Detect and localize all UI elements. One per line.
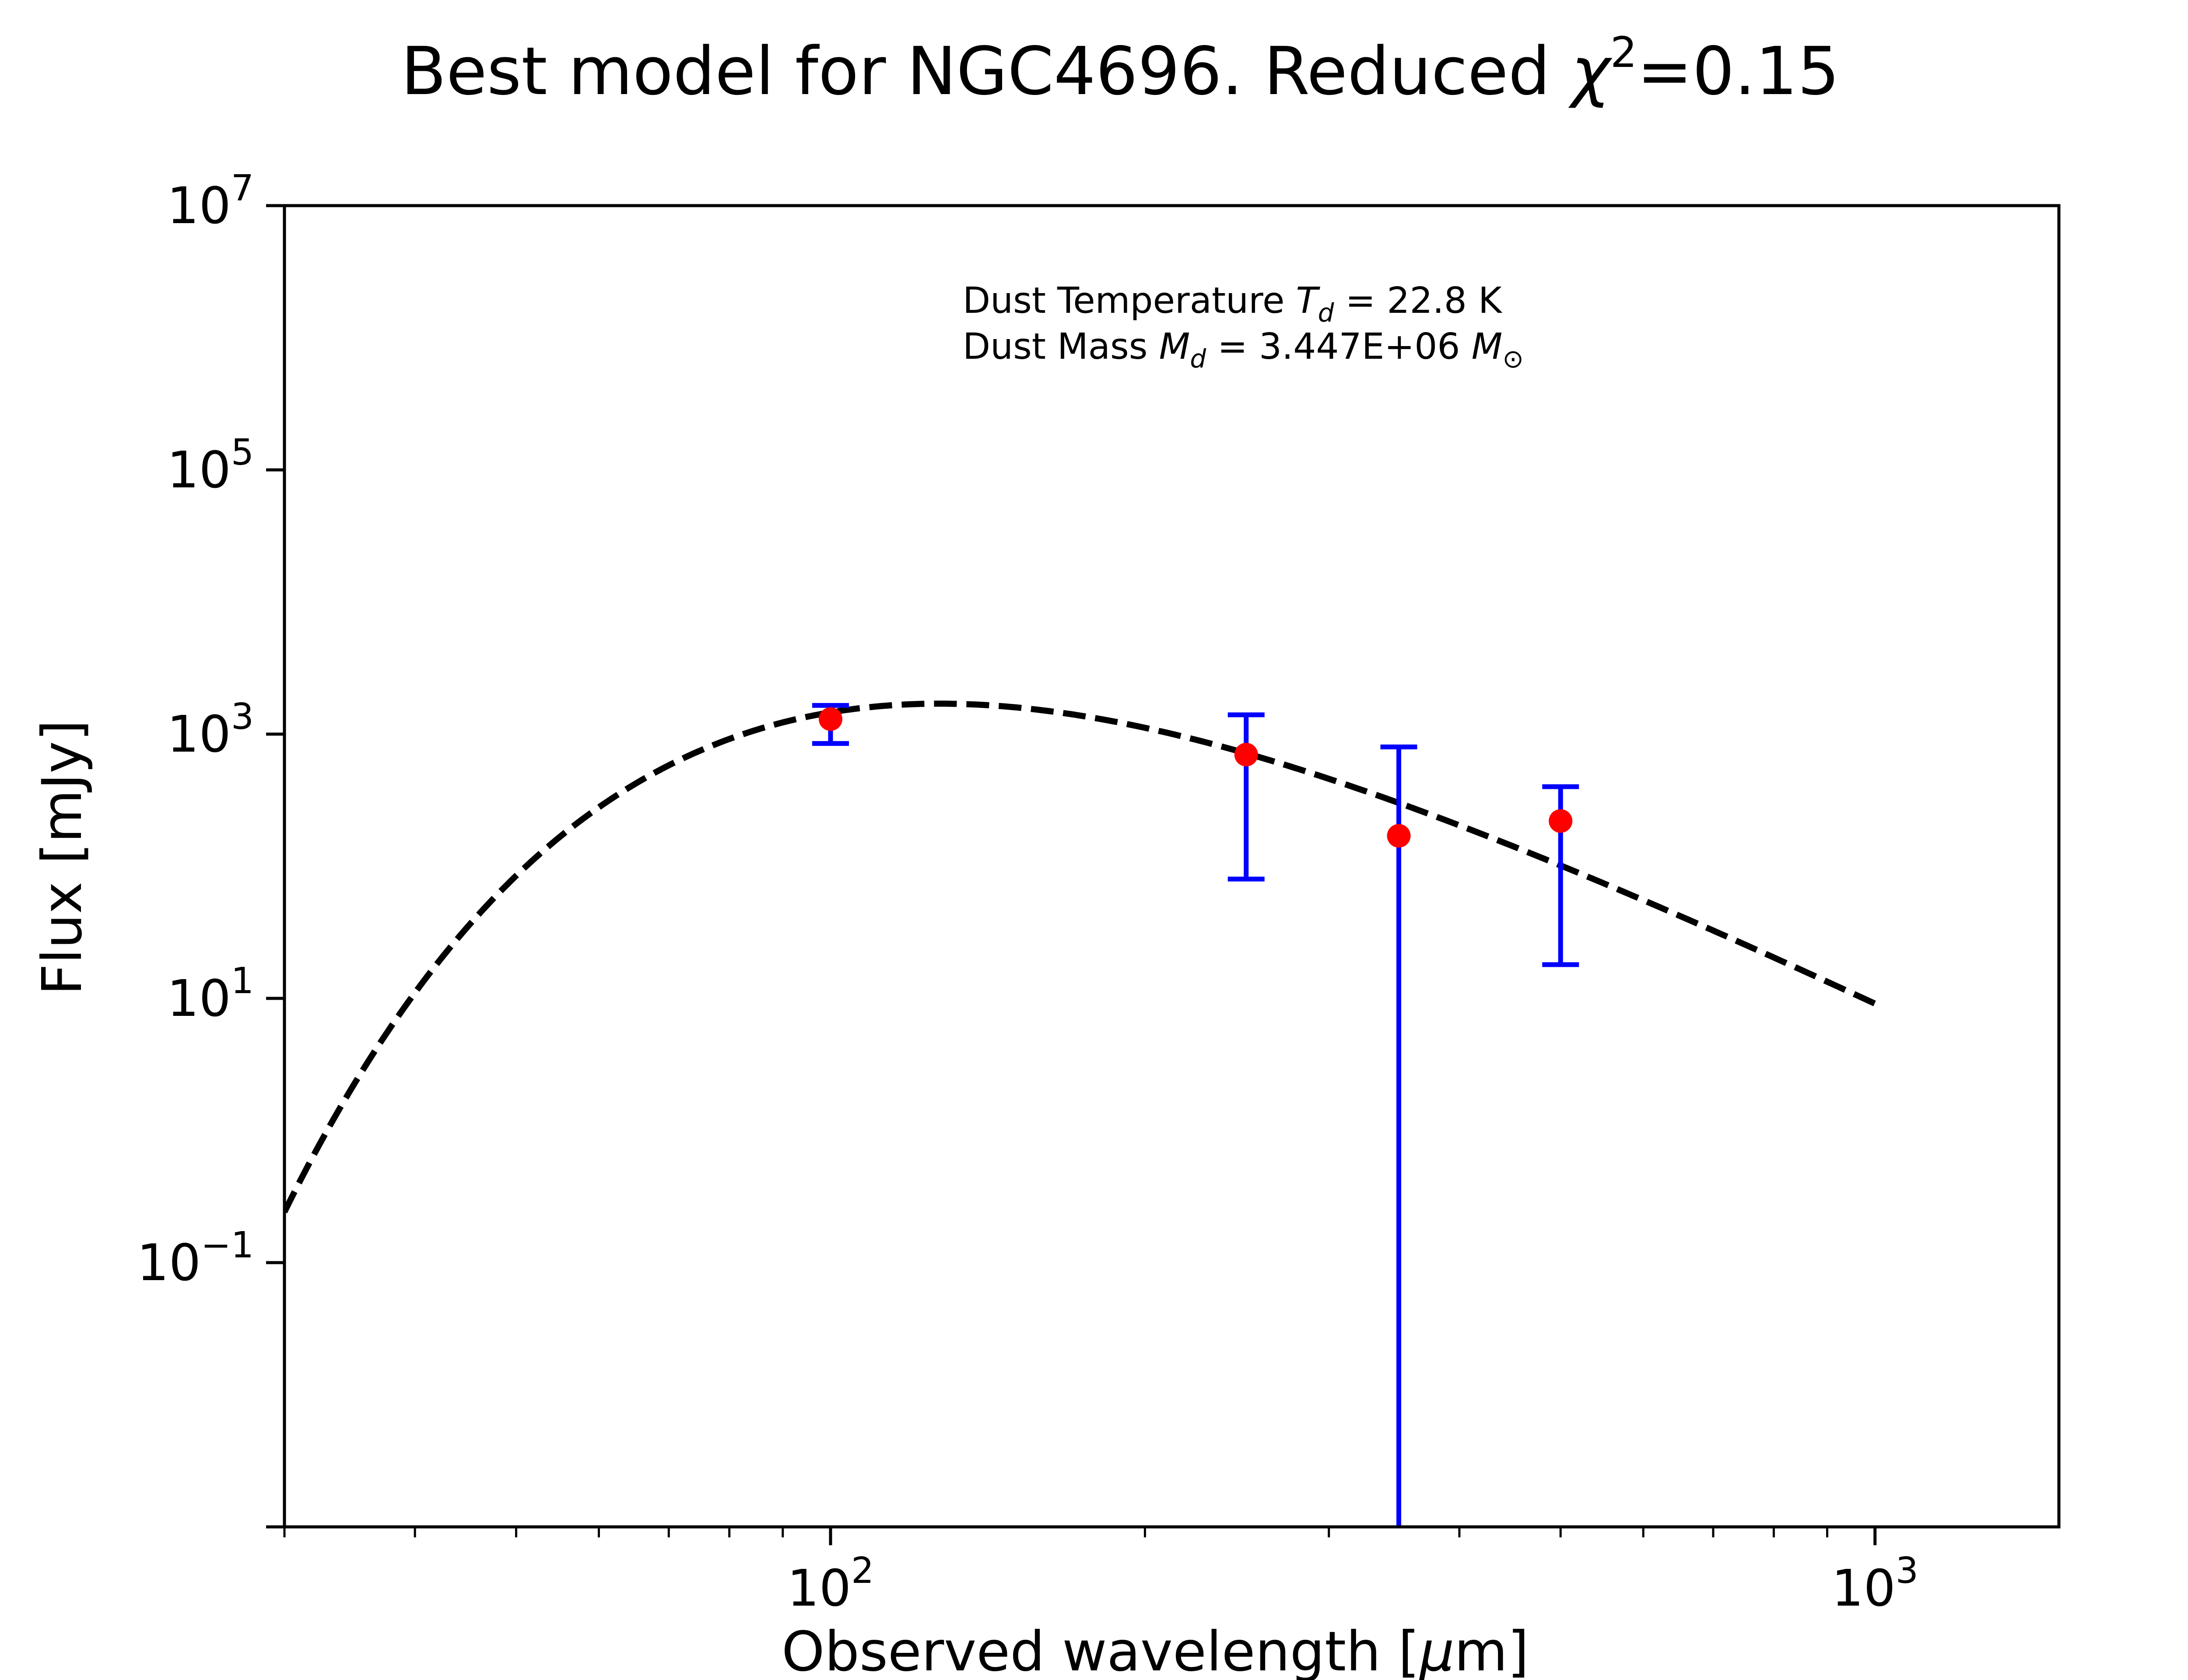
y-tick-label: 101 (167, 960, 254, 1028)
data-point-4 (1542, 784, 1579, 967)
x-tick-label: 102 (787, 1550, 874, 1618)
data-marker (1549, 809, 1573, 833)
data-point-3 (1380, 744, 1417, 1527)
data-marker (1234, 742, 1258, 766)
y-tick-label: 103 (167, 696, 254, 764)
y-tick-label: 105 (167, 432, 254, 500)
chart-title: Best model for NGC4696. Reduced χ2=0.15 (401, 28, 1839, 110)
data-point-2 (1227, 712, 1265, 882)
title-prefix: Best model for NGC4696. Reduced (401, 33, 1571, 110)
title-chi-exp: 2 (1610, 28, 1637, 77)
plot-area (284, 700, 1876, 1527)
y-axis-label: Flux [mJy] (31, 720, 94, 995)
x-tick-label: 103 (1831, 1550, 1918, 1618)
data-marker (818, 707, 842, 731)
data-point-1 (812, 703, 849, 746)
annotation-dust-temperature: Dust Temperature Td = 22.8 K (963, 280, 1503, 328)
y-tick-label: 107 (167, 168, 254, 235)
x-axis-ticks: 102 103 (283, 1527, 1918, 1618)
title-chi: χ (1568, 33, 1613, 110)
plot-frame (283, 204, 2061, 1529)
x-axis-label: Observed wavelength [μm] (782, 1620, 1529, 1680)
y-axis-ticks: 10−1 101 103 105 107 (137, 168, 284, 1529)
model-curve (284, 700, 1876, 1214)
data-marker (1387, 824, 1411, 848)
y-tick-label: 10−1 (137, 1225, 254, 1292)
annotation-dust-mass: Dust Mass Md = 3.447E+06 M⊙ (963, 326, 1524, 374)
title-suffix: =0.15 (1637, 33, 1840, 110)
